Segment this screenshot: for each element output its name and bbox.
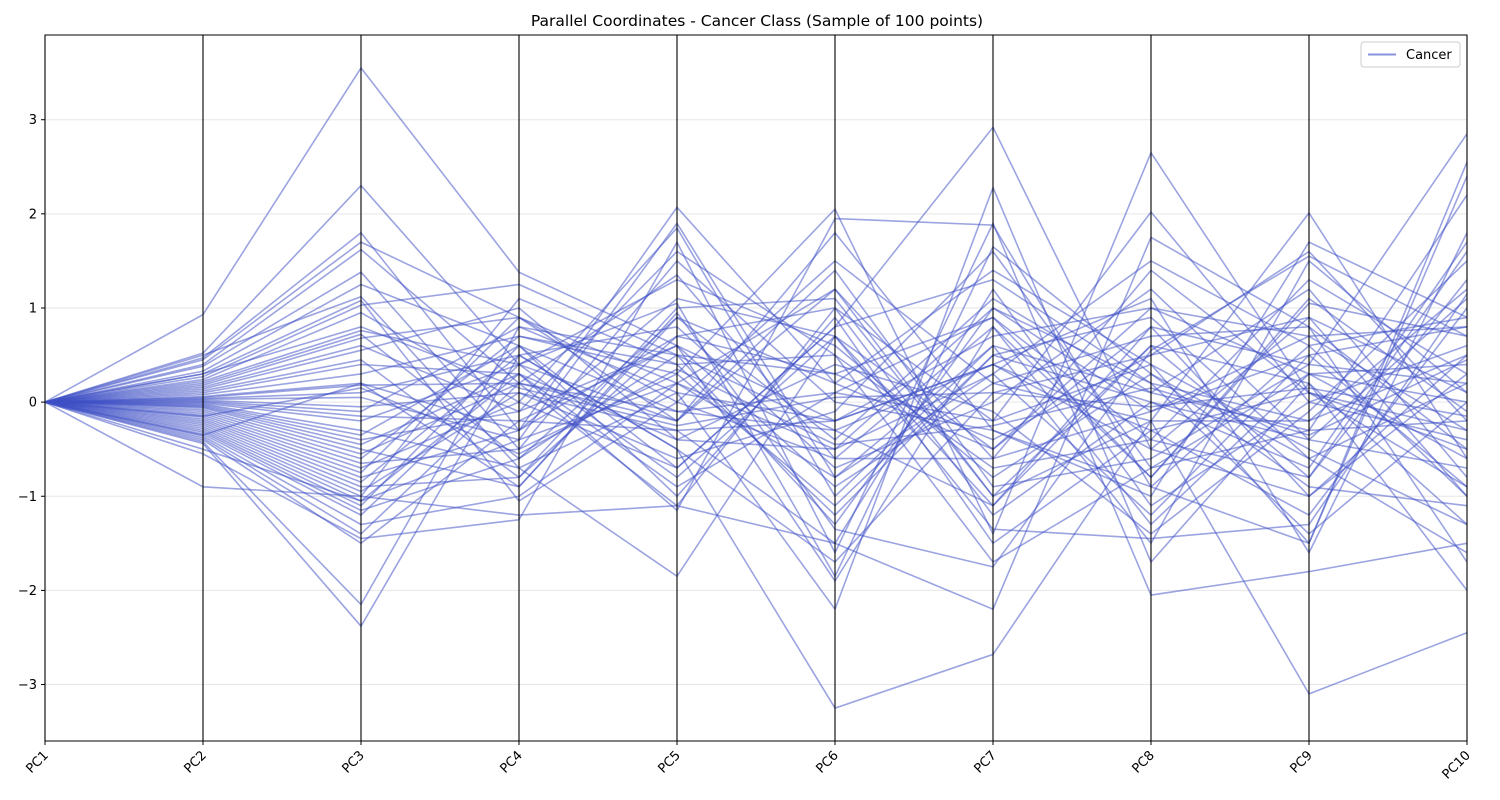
x-tick-label-pc3: PC3 bbox=[339, 748, 367, 776]
series-line-53 bbox=[44, 293, 1468, 578]
series-line-2 bbox=[44, 206, 1468, 451]
series-line-8 bbox=[44, 133, 1468, 507]
series-line-22 bbox=[44, 194, 1468, 469]
y-tick-label-1: −2 bbox=[18, 584, 37, 599]
x-tick-label-pc8: PC8 bbox=[1129, 748, 1157, 776]
y-tick-label-3: 0 bbox=[29, 396, 37, 411]
chart-title: Parallel Coordinates - Cancer Class (Sam… bbox=[531, 12, 983, 30]
series-line-54 bbox=[44, 255, 1468, 568]
series-line-55 bbox=[44, 325, 1468, 427]
x-tick-label-pc2: PC2 bbox=[181, 748, 209, 776]
series-line-51 bbox=[44, 236, 1468, 611]
y-tick-label-6: 3 bbox=[29, 113, 37, 128]
series-line-48 bbox=[44, 185, 1468, 611]
y-tick-label-4: 1 bbox=[29, 301, 37, 316]
series-line-33 bbox=[44, 259, 1468, 488]
series-line-35 bbox=[44, 269, 1468, 474]
series-lines bbox=[44, 66, 1468, 710]
series-line-39 bbox=[44, 232, 1468, 555]
series-line-37 bbox=[44, 316, 1468, 564]
series-line-36 bbox=[44, 279, 1468, 479]
legend-label-cancer: Cancer bbox=[1406, 48, 1452, 63]
series-line-1 bbox=[44, 184, 1468, 579]
series-line-45 bbox=[44, 354, 1468, 526]
series-line-41 bbox=[44, 221, 1468, 545]
x-tick-label-pc7: PC7 bbox=[971, 748, 999, 776]
x-tick-label-pc6: PC6 bbox=[813, 748, 841, 776]
plot-frame bbox=[44, 34, 1468, 742]
series-line-30 bbox=[44, 288, 1468, 488]
series-line-50 bbox=[44, 221, 1468, 596]
series-line-42 bbox=[44, 344, 1468, 526]
series-line-5 bbox=[44, 150, 1468, 536]
x-tick-label-pc10: PC10 bbox=[1440, 748, 1474, 782]
series-line-10 bbox=[44, 231, 1468, 498]
x-tick-label-pc4: PC4 bbox=[497, 748, 525, 776]
series-line-49 bbox=[44, 353, 1468, 710]
y-axis-ticks: −3 −2 −1 0 1 2 3 bbox=[18, 113, 45, 693]
series-line-15 bbox=[44, 210, 1468, 479]
x-tick-label-pc5: PC5 bbox=[655, 748, 683, 776]
series-line-56 bbox=[44, 359, 1468, 455]
y-tick-label-5: 2 bbox=[29, 207, 37, 222]
x-tick-label-pc1: PC1 bbox=[23, 748, 51, 776]
series-line-43 bbox=[44, 306, 1468, 526]
x-tick-label-pc9: PC9 bbox=[1287, 748, 1315, 776]
series-line-21 bbox=[44, 288, 1468, 460]
x-axis-ticks: PC1 PC2 PC3 PC4 PC5 PC6 PC7 PC8 PC9 PC10 bbox=[23, 741, 1474, 782]
y-tick-label-2: −1 bbox=[18, 490, 37, 505]
legend-box bbox=[1360, 41, 1461, 68]
y-tick-label-0: −3 bbox=[18, 678, 37, 693]
legend: Cancer bbox=[1360, 41, 1461, 68]
series-line-25 bbox=[44, 278, 1468, 507]
series-line-52 bbox=[44, 161, 1468, 545]
